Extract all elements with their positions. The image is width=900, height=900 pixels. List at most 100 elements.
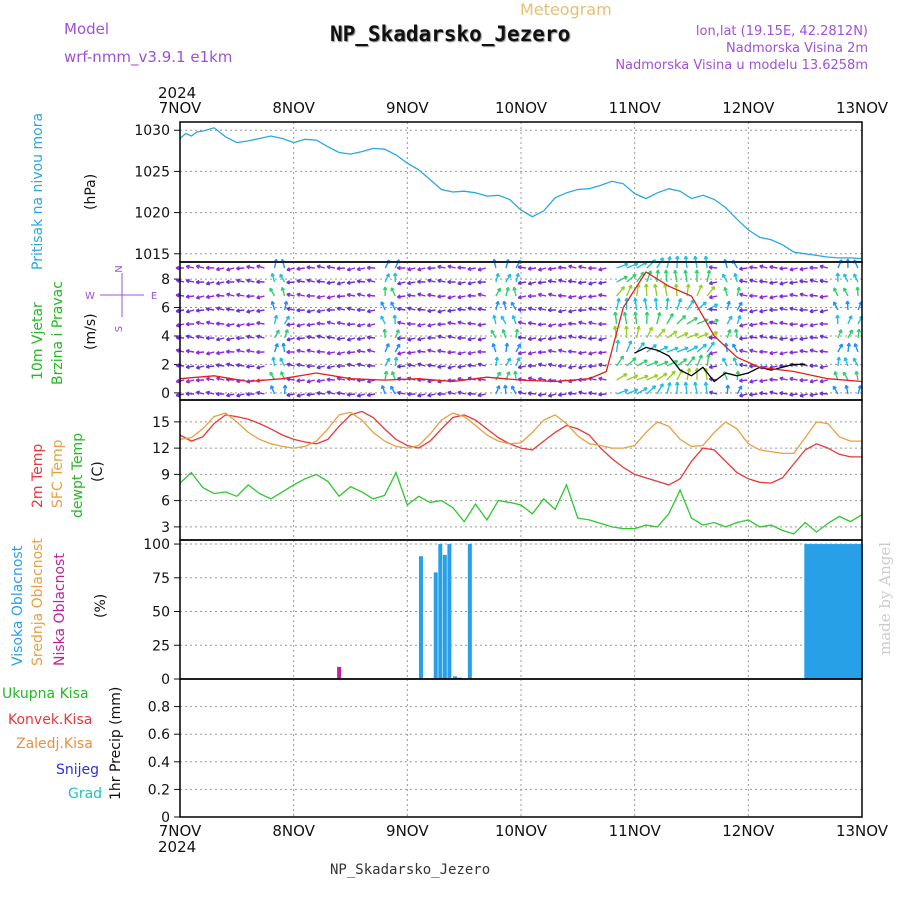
wind-arrowhead bbox=[467, 336, 472, 342]
wind-arrowhead bbox=[283, 300, 289, 305]
wind-arrowhead bbox=[407, 362, 412, 368]
cloud-bar bbox=[821, 544, 826, 679]
wind-arrowhead bbox=[634, 374, 639, 379]
wind-arrowhead bbox=[681, 314, 687, 320]
wind-arrowhead bbox=[588, 294, 592, 299]
wind-vector bbox=[283, 329, 289, 339]
wind-arrowhead bbox=[769, 320, 774, 325]
wind-arrowhead bbox=[380, 301, 385, 306]
wind-arrowhead bbox=[390, 287, 395, 292]
wind-arrowhead bbox=[819, 364, 824, 370]
wind-arrowhead bbox=[306, 322, 311, 328]
model-elevation-label: Nadmorska Visina u modelu 13.6258m bbox=[615, 58, 868, 73]
wind-arrowhead bbox=[537, 292, 542, 298]
model-label: Model bbox=[64, 20, 110, 38]
wind-arrowhead bbox=[527, 266, 532, 271]
wind-arrowhead bbox=[477, 362, 482, 367]
cloud-bar bbox=[817, 544, 822, 679]
wind-vector bbox=[837, 329, 843, 339]
wind-arrowhead bbox=[725, 384, 731, 389]
wind-arrowhead bbox=[708, 350, 713, 356]
wind-arrowhead bbox=[819, 294, 824, 300]
wind-arrowhead bbox=[809, 348, 814, 353]
wind-arrowhead bbox=[708, 265, 713, 270]
x-tick-label-top: 10NOV bbox=[495, 99, 548, 117]
series-line-temperature bbox=[179, 470, 863, 535]
wind-arrowhead bbox=[789, 337, 794, 342]
wind-vector bbox=[646, 385, 656, 395]
wind-arrowhead bbox=[568, 264, 573, 269]
wind-vector bbox=[282, 342, 286, 353]
wind-arrowhead bbox=[809, 278, 814, 283]
wind-vector bbox=[853, 273, 859, 283]
wind-vector bbox=[625, 340, 632, 353]
wind-arrowhead bbox=[819, 334, 824, 339]
wind-arrowhead bbox=[749, 322, 754, 328]
cloud-bar bbox=[848, 544, 853, 679]
wind-arrowhead bbox=[693, 317, 698, 322]
wind-vector bbox=[493, 315, 497, 325]
wind-arrowhead bbox=[733, 272, 738, 277]
wind-arrowhead bbox=[537, 280, 542, 285]
wind-vector bbox=[512, 315, 517, 325]
wind-arrowhead bbox=[557, 335, 562, 340]
wind-arrowhead bbox=[739, 292, 744, 298]
wind-arrowhead bbox=[659, 383, 664, 388]
wind-arrowhead bbox=[396, 336, 401, 341]
wind-arrowhead bbox=[547, 307, 552, 313]
wind-arrowhead bbox=[578, 307, 582, 313]
wind-vector bbox=[843, 273, 849, 283]
x-tick-label-top: 13NOV bbox=[836, 99, 889, 117]
wind-arrowhead bbox=[395, 329, 400, 334]
wind-arrowhead bbox=[537, 362, 542, 368]
wind-arrowhead bbox=[495, 300, 500, 305]
wind-arrowhead bbox=[663, 372, 668, 377]
wind-vector bbox=[495, 385, 500, 395]
wind-arrowhead bbox=[838, 343, 843, 348]
wind-vector bbox=[513, 287, 517, 297]
wind-arrowhead bbox=[316, 321, 321, 326]
wind-arrowhead bbox=[674, 381, 680, 386]
wind-arrowhead bbox=[632, 273, 637, 278]
wind-vector bbox=[666, 313, 674, 325]
wind-vector bbox=[615, 355, 624, 367]
cloud-bar bbox=[811, 544, 816, 679]
wind-vector bbox=[616, 275, 628, 283]
wind-arrowhead bbox=[270, 272, 275, 277]
wind-arrowhead bbox=[769, 390, 774, 395]
wind-vector bbox=[706, 286, 716, 297]
wind-arrowhead bbox=[296, 336, 301, 341]
wind-arrowhead bbox=[447, 295, 452, 300]
wind-arrowhead bbox=[279, 357, 284, 362]
wind-arrowhead bbox=[195, 377, 200, 383]
wind-arrowhead bbox=[494, 356, 500, 361]
wind-arrowhead bbox=[427, 323, 432, 328]
wind-arrowhead bbox=[437, 278, 442, 284]
wind-arrowhead bbox=[236, 308, 240, 313]
wind-arrowhead bbox=[175, 335, 180, 340]
wind-vector bbox=[847, 342, 850, 353]
wind-arrowhead bbox=[205, 265, 210, 271]
wind-arrowhead bbox=[447, 334, 452, 340]
wind-arrowhead bbox=[346, 392, 351, 397]
wind-vector bbox=[635, 284, 640, 297]
wind-arrowhead bbox=[366, 363, 371, 369]
wind-arrowhead bbox=[789, 267, 794, 272]
x-tick-label-top: 11NOV bbox=[609, 99, 662, 117]
x-tick-label-bottom: 7NOV bbox=[159, 822, 202, 840]
wind-arrowhead bbox=[215, 350, 220, 356]
wind-arrowhead bbox=[653, 297, 659, 302]
wind-vector bbox=[676, 332, 689, 339]
wind-arrowhead bbox=[457, 265, 462, 270]
wind-arrowhead bbox=[226, 362, 231, 367]
wind-arrowhead bbox=[215, 280, 220, 286]
wind-arrowhead bbox=[799, 323, 804, 328]
y-tick-label: 0.6 bbox=[148, 727, 170, 743]
wind-arrowhead bbox=[769, 350, 774, 356]
wind-vector bbox=[394, 329, 400, 339]
wind-arrowhead bbox=[417, 393, 422, 398]
wind-vector bbox=[391, 371, 396, 381]
wind-arrowhead bbox=[195, 334, 200, 340]
wind-arrowhead bbox=[246, 391, 250, 397]
wind-arrowhead bbox=[491, 342, 496, 348]
